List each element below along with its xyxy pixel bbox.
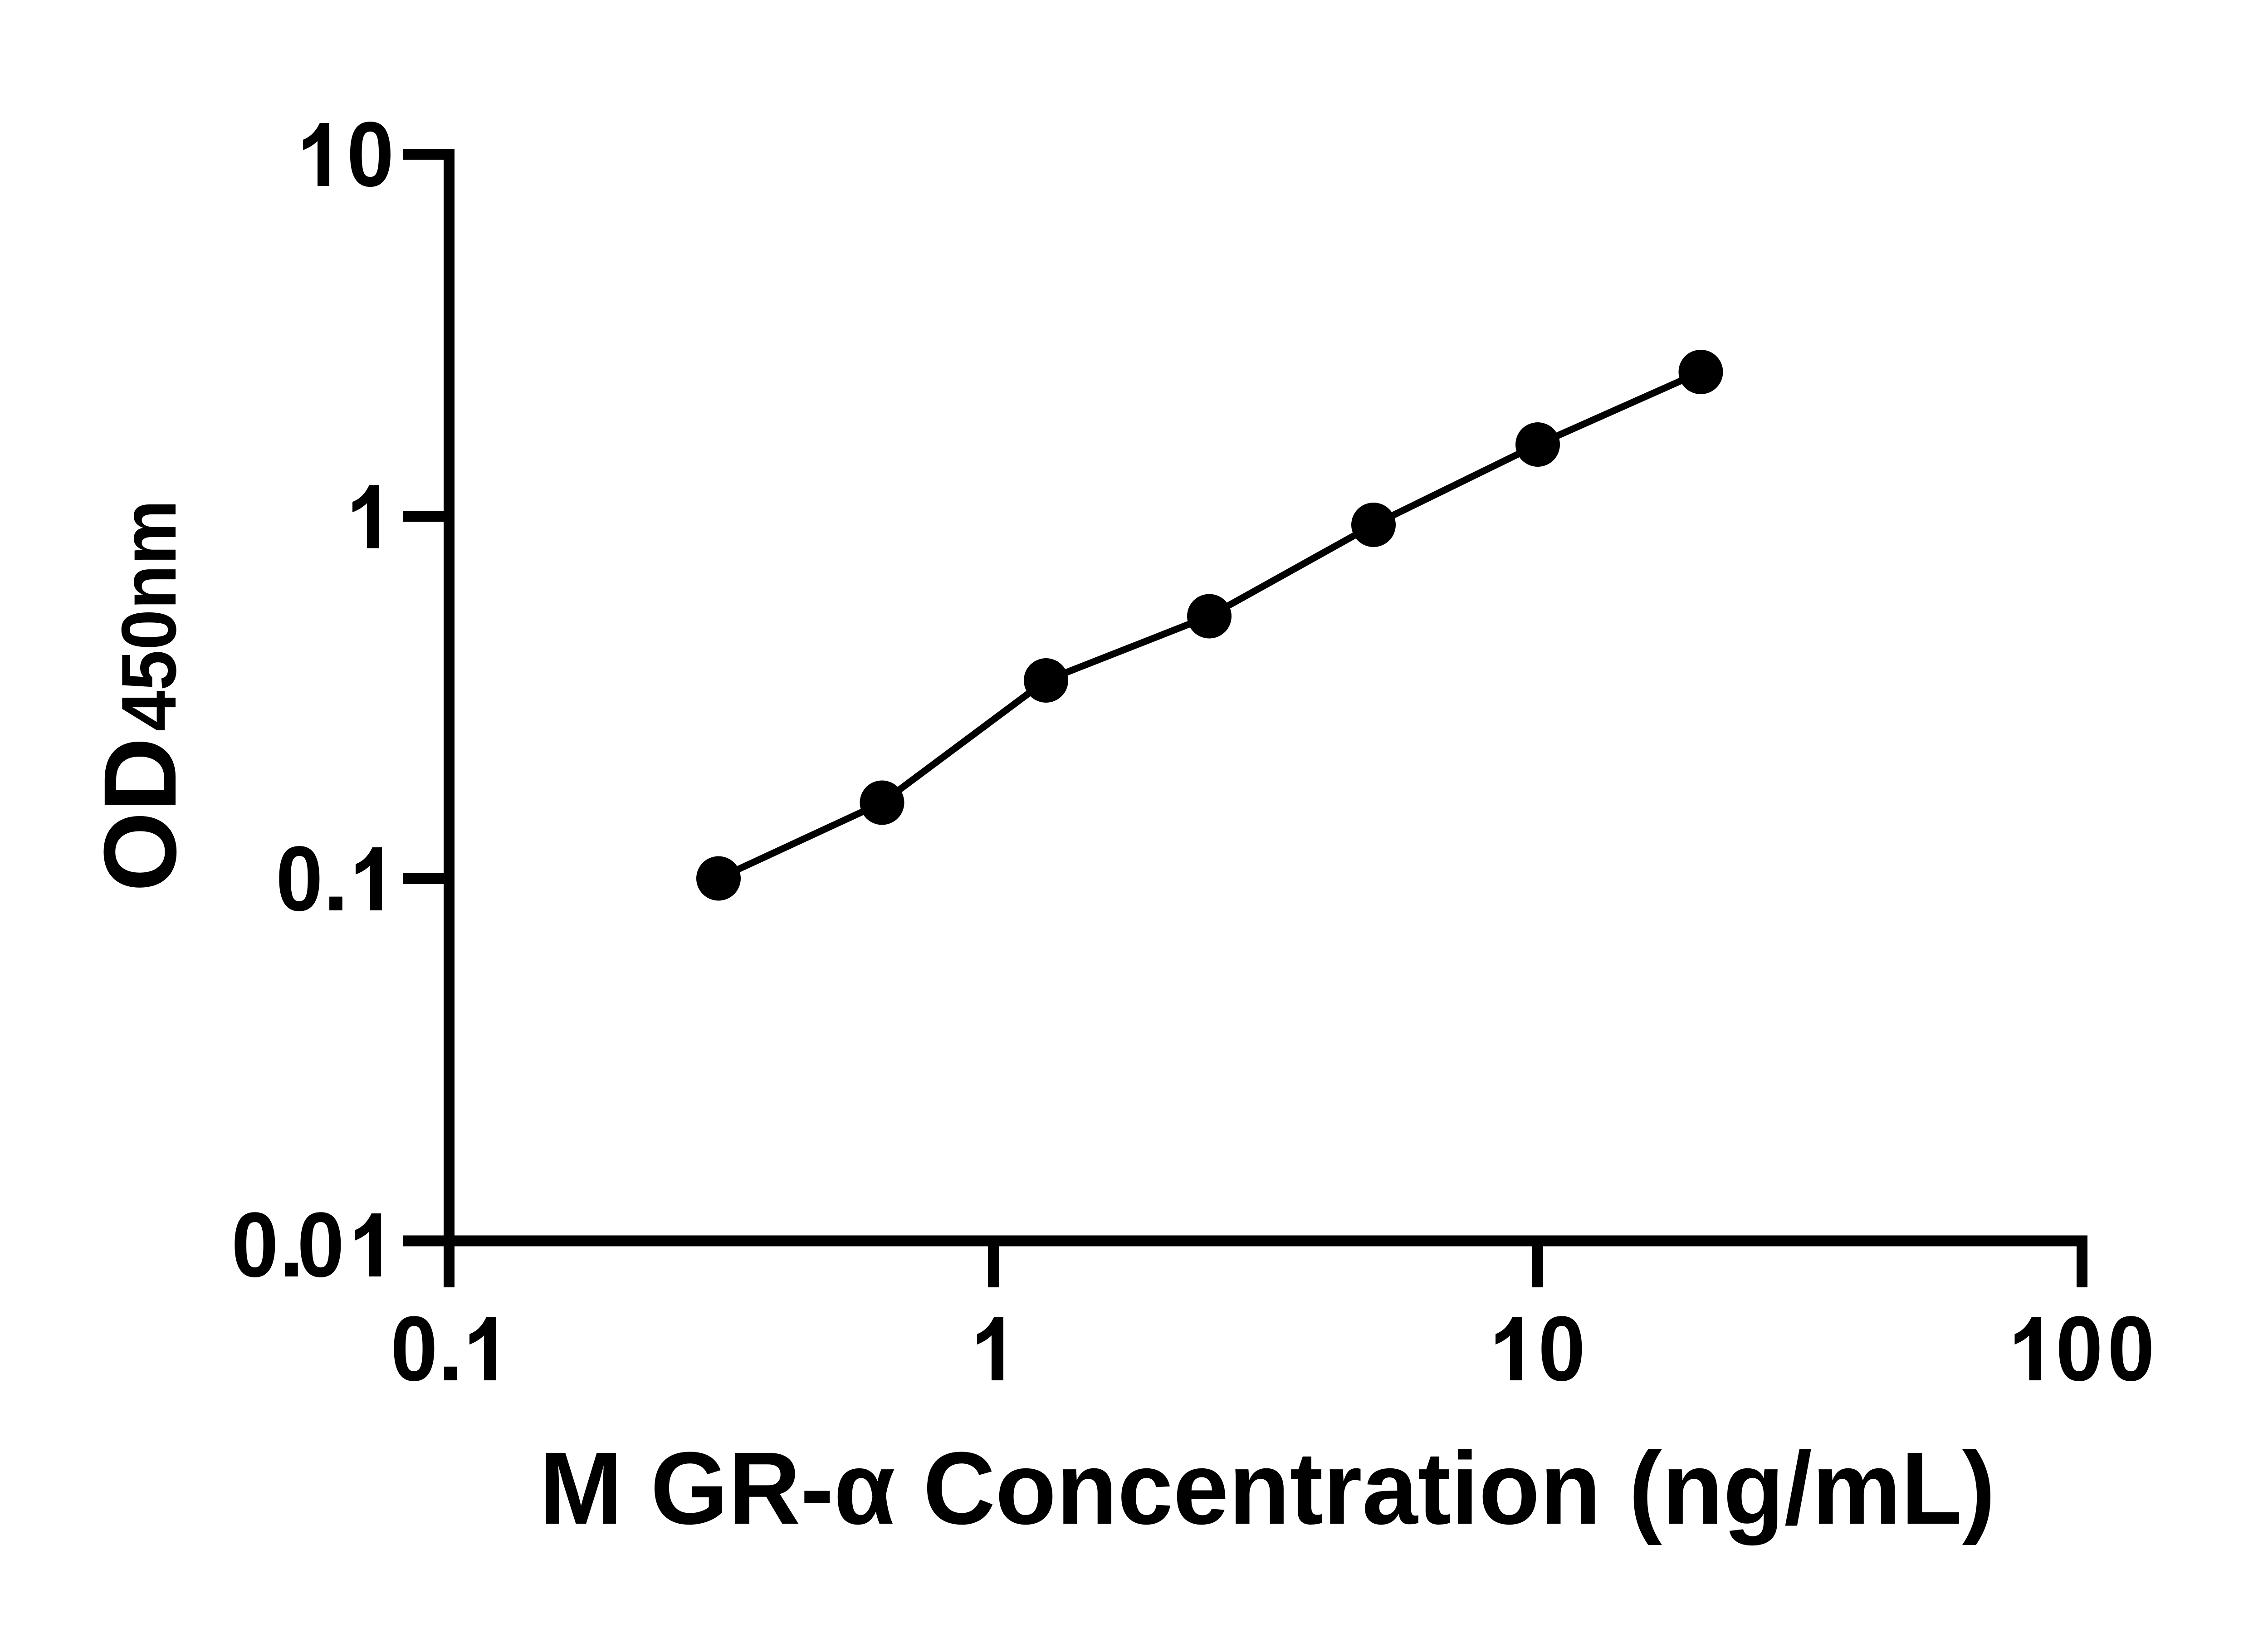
svg-text:0: 0 — [297, 1193, 344, 1296]
svg-text:0: 0 — [2107, 1297, 2155, 1400]
svg-text:0: 0 — [2056, 1297, 2103, 1400]
svg-text:M GR-α Concentration (ng/mL): M GR-α Concentration (ng/mL) — [539, 1431, 1995, 1546]
svg-text:.: . — [279, 1193, 304, 1296]
svg-text:OD: OD — [83, 738, 198, 892]
svg-text:0: 0 — [391, 1297, 438, 1400]
svg-text:.: . — [438, 1297, 463, 1400]
svg-text:.: . — [323, 827, 348, 930]
svg-text:0: 0 — [1538, 1297, 1585, 1400]
svg-text:0: 0 — [276, 827, 323, 930]
svg-text:0: 0 — [347, 103, 394, 206]
svg-text:450nm: 450nm — [106, 500, 192, 731]
svg-text:0: 0 — [231, 1193, 279, 1296]
